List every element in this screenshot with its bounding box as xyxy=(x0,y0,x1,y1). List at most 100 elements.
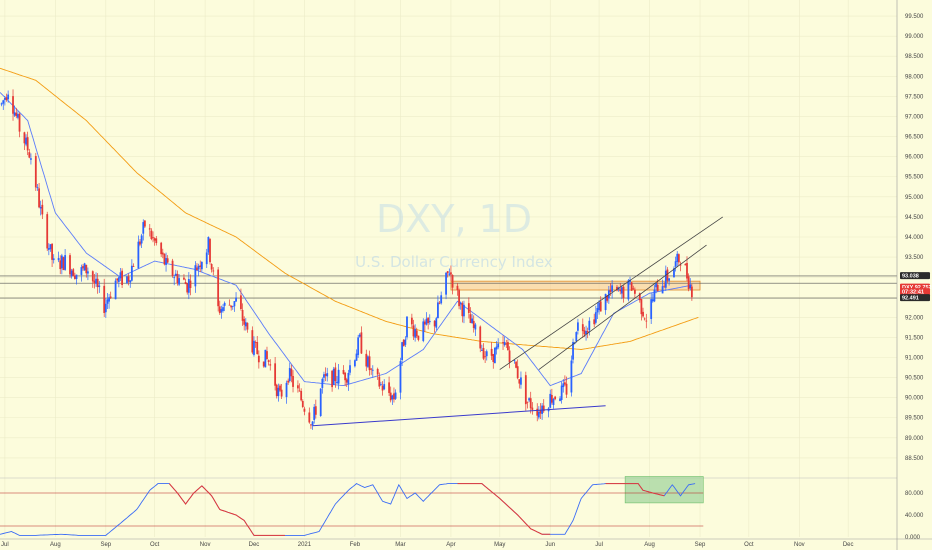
candle-body xyxy=(95,278,97,284)
candle-body xyxy=(140,235,143,244)
candle-body xyxy=(508,350,511,363)
candle-body xyxy=(629,279,631,283)
candle-body xyxy=(410,317,413,325)
candle-body xyxy=(155,238,158,244)
candle-body xyxy=(402,339,405,347)
candle-body xyxy=(549,393,552,408)
candle-body xyxy=(228,304,231,306)
candle-body xyxy=(389,392,392,401)
candle-body xyxy=(349,365,351,373)
candle-body xyxy=(515,361,517,368)
candle-body xyxy=(428,320,431,323)
candle-body xyxy=(264,349,267,368)
candle-body xyxy=(152,237,154,238)
candle-body xyxy=(463,304,465,317)
oscillator-line xyxy=(0,483,696,536)
candle-body xyxy=(298,390,301,392)
price-badge: 92.491 xyxy=(900,294,930,302)
candles-layer xyxy=(0,89,693,430)
channel-trendline xyxy=(538,244,707,370)
price-badge-label: 92.491 xyxy=(902,296,919,302)
candle-body xyxy=(223,302,226,306)
candle-body xyxy=(2,100,5,104)
candle-body xyxy=(256,342,259,355)
candle-body xyxy=(643,318,646,320)
candle-body xyxy=(371,369,374,371)
candle-body xyxy=(87,271,89,274)
candle-body xyxy=(440,295,443,304)
candle-body xyxy=(288,368,291,381)
candle-body xyxy=(513,360,516,361)
candle-body xyxy=(435,318,438,328)
candle-body xyxy=(565,383,568,395)
y-tick-label: 95.000 xyxy=(905,195,924,201)
candle-body xyxy=(412,325,415,337)
candle-body xyxy=(148,228,151,230)
candle-body xyxy=(5,97,8,101)
y-tick-label: 99.000 xyxy=(905,34,924,40)
candle-body xyxy=(518,379,521,384)
candle-body xyxy=(520,377,522,385)
candle-body xyxy=(687,276,690,290)
candle-body xyxy=(645,320,648,322)
resistance-zone-layer xyxy=(450,280,701,291)
candle-body xyxy=(274,363,277,386)
price-badge-bg xyxy=(900,294,930,302)
horizontal-lines-layer xyxy=(0,275,897,299)
candle-body xyxy=(205,252,208,265)
candle-body xyxy=(290,368,293,377)
candle-body xyxy=(575,332,578,342)
candle-body xyxy=(3,98,6,100)
candle-body xyxy=(370,368,373,370)
candle-body xyxy=(651,299,654,302)
candle-body xyxy=(427,317,430,324)
candle-body xyxy=(467,303,470,313)
candle-body xyxy=(51,243,53,260)
candle-body xyxy=(594,312,597,323)
candle-body xyxy=(537,411,540,418)
candle-body xyxy=(344,372,347,381)
oscillator-tick-label: 0.000 xyxy=(905,535,921,541)
x-tick-label: Dec xyxy=(249,542,260,548)
candle-body xyxy=(126,276,128,284)
candle-body xyxy=(357,337,360,355)
candle-body xyxy=(166,258,169,263)
candle-body xyxy=(254,342,257,343)
candle-body xyxy=(104,303,107,313)
candle-body xyxy=(103,285,106,313)
candle-body xyxy=(422,321,425,341)
candle-body xyxy=(231,305,234,307)
candle-body xyxy=(433,320,436,327)
candle-body xyxy=(49,244,52,250)
candle-body xyxy=(60,255,63,269)
candle-body xyxy=(303,408,306,412)
candle-body xyxy=(353,360,356,367)
candle-body xyxy=(425,318,428,325)
candle-body xyxy=(13,112,16,116)
candle-body xyxy=(345,379,348,383)
candle-body xyxy=(524,375,527,405)
candle-body xyxy=(277,387,280,397)
candle-body xyxy=(83,263,86,271)
candle-body xyxy=(482,347,485,359)
candle-body xyxy=(622,286,625,299)
oscillator-highlight-box xyxy=(624,476,704,504)
y-tick-label: 97.000 xyxy=(905,114,924,120)
candle-body xyxy=(690,286,693,298)
candle-body xyxy=(550,394,553,403)
candle-body xyxy=(279,385,281,391)
candle-body xyxy=(401,342,404,361)
candle-body xyxy=(332,368,335,385)
candle-body xyxy=(560,385,563,400)
candle-body xyxy=(536,408,539,416)
candle-body xyxy=(596,308,599,313)
candle-body xyxy=(559,398,561,401)
candle-body xyxy=(347,372,350,385)
candle-body xyxy=(497,343,500,348)
candle-body xyxy=(285,382,288,398)
candle-body xyxy=(116,278,119,281)
x-tick-label: Oct xyxy=(150,542,160,548)
candle-body xyxy=(326,373,329,377)
candle-body xyxy=(130,265,133,281)
